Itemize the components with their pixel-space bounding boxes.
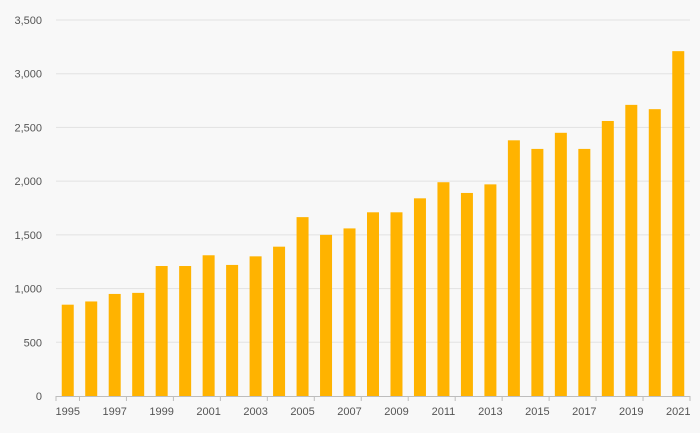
bar-1995: 1995: 850	[61, 304, 74, 396]
bar-2003: 2003: 1300	[249, 256, 262, 396]
x-tick-label: 2003	[243, 406, 267, 418]
bar-2005: 2005: 1665	[296, 217, 309, 396]
y-tick-label: 0	[36, 391, 42, 403]
bar-2009: 2009: 1710	[390, 212, 403, 396]
x-tick-label: 2015	[525, 406, 549, 418]
x-tick-label: 2011	[432, 406, 456, 418]
bar-1998: 1998: 960	[132, 292, 145, 396]
bar-2001: 2001: 1310	[202, 255, 215, 396]
bar-2016: 2016: 2450	[554, 132, 567, 397]
x-axis	[55, 396, 691, 401]
x-tick-label: 2005	[290, 406, 314, 418]
y-tick-label: 1,500	[14, 230, 42, 242]
y-tick-label: 2,000	[14, 176, 42, 188]
x-axis-tick-labels: 1995 1997 1999 2001 2003 2005 2007 2009 2011 2013…	[55, 406, 690, 418]
bar-2017: 2017: 2300	[578, 148, 591, 396]
bar-2020: 2020: 2670	[648, 109, 661, 396]
x-tick-label: 2019	[619, 406, 643, 418]
bar-1996: 1996: 880	[85, 301, 98, 396]
x-tick-label: 1997	[102, 406, 126, 418]
x-tick-label: 2007	[337, 406, 361, 418]
x-tick-label: 1995	[55, 406, 79, 418]
bar-2006: 2006: 1500	[320, 234, 333, 396]
y-tick-label: 1,000	[14, 284, 42, 296]
bar-2011: 2011: 1990	[437, 182, 450, 396]
x-tick-label: 2001	[196, 406, 220, 418]
bar-2000: 2000: 1210	[179, 266, 192, 396]
bar-2019: 2019: 2710	[625, 104, 638, 397]
y-tick-label: 2,500	[14, 122, 42, 134]
bar-2015: 2015: 2300	[531, 148, 544, 396]
x-tick-label: 1999	[149, 406, 173, 418]
bar-2007: 2007: 1560	[343, 228, 356, 396]
bar-2004: 2004: 1390	[273, 246, 286, 396]
y-tick-label: 3,000	[14, 69, 42, 81]
bar-2014: 2014: 2380	[507, 140, 520, 396]
bar-2018: 2018: 2560	[601, 120, 614, 397]
bar-2013: 2013: 1970	[484, 184, 497, 396]
bar-1997: 1997: 950	[108, 293, 121, 396]
bar-2008: 2008: 1710	[367, 212, 379, 396]
y-axis-tick-labels: 0 500 1,000 1,500 2,000 2,500 3,000 3,500	[14, 15, 42, 403]
x-tick-label: 2013	[478, 406, 502, 418]
bar-2010: 2010: 1840	[413, 198, 426, 396]
x-tick-label: 2017	[572, 406, 596, 418]
bar-2012: 2012: 1890	[460, 192, 473, 396]
bar-2021: 2021: 3210	[672, 51, 685, 396]
x-tick-label: 2021	[666, 406, 690, 418]
y-tick-label: 3,500	[14, 15, 42, 27]
bar-2002: 2002: 1220	[226, 264, 239, 396]
y-tick-label: 500	[24, 337, 42, 349]
bar-1999: 1999: 1210	[155, 266, 168, 396]
x-tick-label: 2009	[384, 406, 408, 418]
bars: 1995: 850 1996: 880 1997: 950 1998: 960 1999…	[61, 51, 685, 397]
